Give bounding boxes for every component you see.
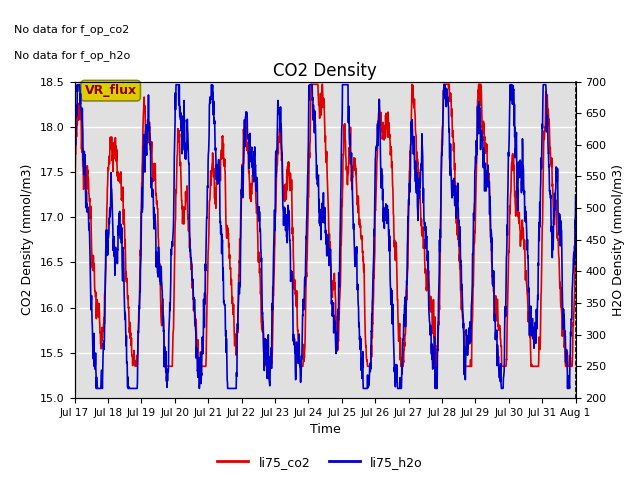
Y-axis label: CO2 Density (mmol/m3): CO2 Density (mmol/m3) bbox=[22, 164, 35, 315]
Text: No data for f_op_co2: No data for f_op_co2 bbox=[14, 24, 130, 36]
Legend: li75_co2, li75_h2o: li75_co2, li75_h2o bbox=[212, 451, 428, 474]
Y-axis label: H2O Density (mmol/m3): H2O Density (mmol/m3) bbox=[612, 164, 625, 316]
Text: No data for f_op_h2o: No data for f_op_h2o bbox=[14, 50, 131, 61]
Title: CO2 Density: CO2 Density bbox=[273, 62, 377, 80]
X-axis label: Time: Time bbox=[310, 423, 340, 436]
Text: VR_flux: VR_flux bbox=[84, 84, 137, 97]
